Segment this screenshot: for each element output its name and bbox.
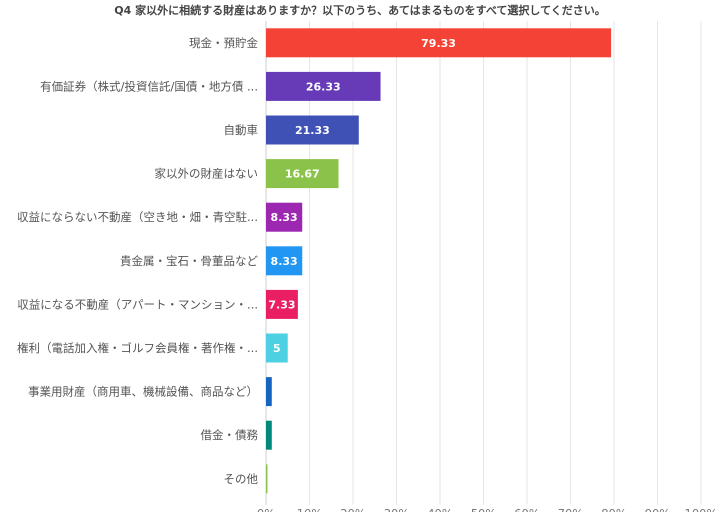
category-label: 家以外の財産はない <box>155 167 259 181</box>
x-tick-label: 50% <box>471 507 497 512</box>
x-tick-label: 60% <box>514 507 540 512</box>
category-label: 収益になる不動産（アパート・マンション・... <box>17 297 258 311</box>
bar <box>266 115 359 145</box>
x-tick-label: 90% <box>645 507 671 512</box>
chart-title: Q4 家以外に相続する財産はありますか？以下のうち、あてはまるものをすべて選択し… <box>114 4 606 17</box>
category-label: 権利（電話加入権・ゴルフ会員権・著作権・... <box>17 341 258 355</box>
data-label: 79.33 <box>421 37 456 50</box>
x-tick-label: 20% <box>340 507 366 512</box>
data-label: 5 <box>273 342 281 355</box>
bar <box>266 202 303 232</box>
bar <box>266 71 381 101</box>
category-label: 現金・預貯金 <box>189 36 258 50</box>
x-tick-label: 100% <box>685 507 718 512</box>
data-label: 26.33 <box>306 80 341 93</box>
category-label: 借金・債務 <box>201 428 259 442</box>
x-tick-label: 80% <box>601 507 627 512</box>
x-tick-label: 40% <box>427 507 453 512</box>
bar <box>266 420 272 450</box>
x-tick-label: 0% <box>257 507 275 512</box>
bar <box>266 377 272 407</box>
category-label: 貴金属・宝石・骨董品など <box>120 254 258 268</box>
data-label: 16.67 <box>285 168 320 181</box>
bar <box>266 464 268 494</box>
bar <box>266 246 303 276</box>
bar <box>266 289 298 319</box>
x-tick-label: 10% <box>297 507 323 512</box>
bar <box>266 28 612 58</box>
x-tick-label: 30% <box>384 507 410 512</box>
data-label: 21.33 <box>295 124 330 137</box>
category-label: 事業用財産（商用車、機械設備、商品など） <box>28 385 258 399</box>
bar <box>266 333 288 363</box>
category-label: 収益にならない不動産（空き地・畑・青空駐... <box>17 210 258 224</box>
bar <box>266 159 339 189</box>
category-label: 有価証券（株式/投資信託/国債・地方債 ... <box>40 79 258 93</box>
category-label: その他 <box>224 472 259 486</box>
data-label: 8.33 <box>271 211 298 224</box>
category-label: 自動車 <box>224 123 259 137</box>
data-label: 8.33 <box>271 255 298 268</box>
x-tick-label: 70% <box>558 507 584 512</box>
data-label: 7.33 <box>268 298 295 311</box>
